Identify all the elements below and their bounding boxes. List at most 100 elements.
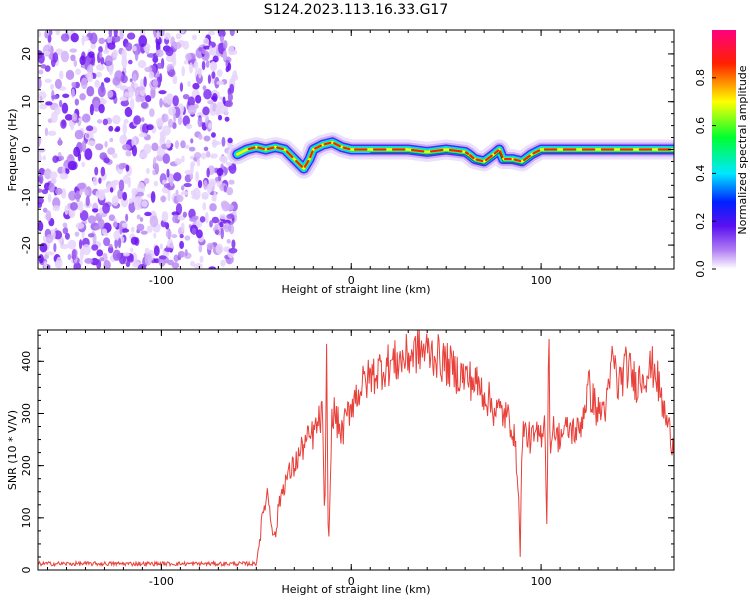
noise-blob <box>204 211 209 224</box>
noise-blob <box>112 249 121 261</box>
spectrogram-ytick-label: -20 <box>20 236 33 254</box>
noise-blob <box>96 249 104 257</box>
noise-blob <box>209 203 217 212</box>
noise-blob <box>103 157 110 164</box>
noise-blob <box>141 150 148 159</box>
noise-blob <box>169 180 174 187</box>
noise-blob <box>156 62 164 70</box>
noise-blob <box>123 118 129 124</box>
noise-blob <box>185 123 193 129</box>
ridge-peak <box>247 146 256 151</box>
noise-blob <box>58 137 62 146</box>
noise-blob <box>85 195 90 207</box>
noise-blob <box>108 63 114 76</box>
noise-blob <box>219 221 224 228</box>
noise-blob <box>177 115 183 126</box>
noise-blob <box>122 252 130 257</box>
noise-blob <box>196 111 203 118</box>
noise-blob <box>168 69 176 78</box>
noise-blob <box>144 66 153 73</box>
noise-blob <box>38 196 44 205</box>
noise-blob <box>231 239 236 249</box>
noise-blob <box>102 202 111 214</box>
noise-blob <box>181 155 185 163</box>
noise-blob <box>56 256 63 269</box>
noise-blob <box>152 79 159 87</box>
colorbar-gradient <box>712 30 736 269</box>
spectrogram-ylabel: Frequency (Hz) <box>6 109 19 192</box>
noise-blob <box>164 32 171 40</box>
noise-blob <box>139 217 144 222</box>
noise-blob <box>108 30 113 38</box>
noise-blob <box>165 229 172 239</box>
noise-blob <box>108 214 116 222</box>
noise-blob <box>152 56 159 63</box>
ridge-peak <box>469 154 475 160</box>
noise-blob <box>136 181 146 194</box>
noise-blob <box>164 247 173 252</box>
noise-blob <box>58 70 64 80</box>
ridge-peak <box>484 154 493 162</box>
noise-blob <box>112 49 118 58</box>
noise-blob <box>62 227 69 235</box>
snr-xlabel: Height of straight line (km) <box>281 583 430 596</box>
figure-title: S124.2023.113.16.33.G17 <box>264 2 449 18</box>
noise-blob <box>172 95 179 107</box>
noise-blob <box>146 225 153 233</box>
ridge-peak <box>309 150 314 159</box>
noise-blob <box>181 65 186 77</box>
noise-blob <box>203 146 209 152</box>
noise-blob <box>86 64 94 75</box>
noise-blob <box>39 103 48 110</box>
noise-blob <box>220 259 226 267</box>
noise-blob <box>52 205 60 212</box>
noise-blob <box>127 176 131 188</box>
noise-blob <box>182 115 190 127</box>
noise-blob <box>64 232 70 240</box>
noise-blob <box>98 37 106 45</box>
noise-blob <box>159 132 166 142</box>
noise-blob <box>114 238 119 249</box>
noise-blob <box>195 94 202 104</box>
noise-blob <box>50 83 54 91</box>
noise-blob <box>43 260 48 269</box>
noise-blob <box>60 50 70 63</box>
noise-blob <box>55 30 61 36</box>
noise-blob <box>196 158 201 167</box>
ridge-centerline <box>370 151 674 165</box>
noise-blob <box>180 191 189 196</box>
noise-blob <box>117 189 124 200</box>
noise-blob <box>121 144 131 151</box>
noise-blob <box>38 155 43 162</box>
noise-blob <box>140 230 148 235</box>
noise-blob <box>159 98 163 108</box>
noise-blob <box>219 96 224 101</box>
noise-blob <box>159 243 163 250</box>
snr-xtick-label: -100 <box>149 575 174 588</box>
spectrogram-ytick-label: -10 <box>20 188 33 206</box>
ridge-peak <box>285 150 294 159</box>
noise-blob <box>202 37 210 45</box>
colorbar: 0.0 0.2 0.4 0.6 0.8 Normalized spectral ampl… <box>694 30 749 278</box>
noise-blob <box>74 98 79 106</box>
noise-blob <box>198 133 203 140</box>
noise-blob <box>38 221 44 232</box>
noise-blob <box>80 77 88 90</box>
noise-blob <box>38 174 44 185</box>
noise-blob <box>68 190 77 201</box>
snr-xtick-label: 100 <box>531 575 552 588</box>
noise-blob <box>211 132 216 138</box>
noise-blob <box>222 50 227 61</box>
noise-blob <box>78 239 83 250</box>
noise-blob <box>225 161 232 167</box>
noise-blob <box>120 228 130 233</box>
noise-blob <box>60 243 69 250</box>
noise-blob <box>103 48 110 55</box>
noise-blob <box>69 48 78 53</box>
spectrogram-ytick-label: 10 <box>20 95 33 109</box>
noise-blob <box>107 245 114 254</box>
noise-blob <box>49 171 58 180</box>
noise-blob <box>136 223 145 232</box>
noise-blob <box>171 211 180 216</box>
